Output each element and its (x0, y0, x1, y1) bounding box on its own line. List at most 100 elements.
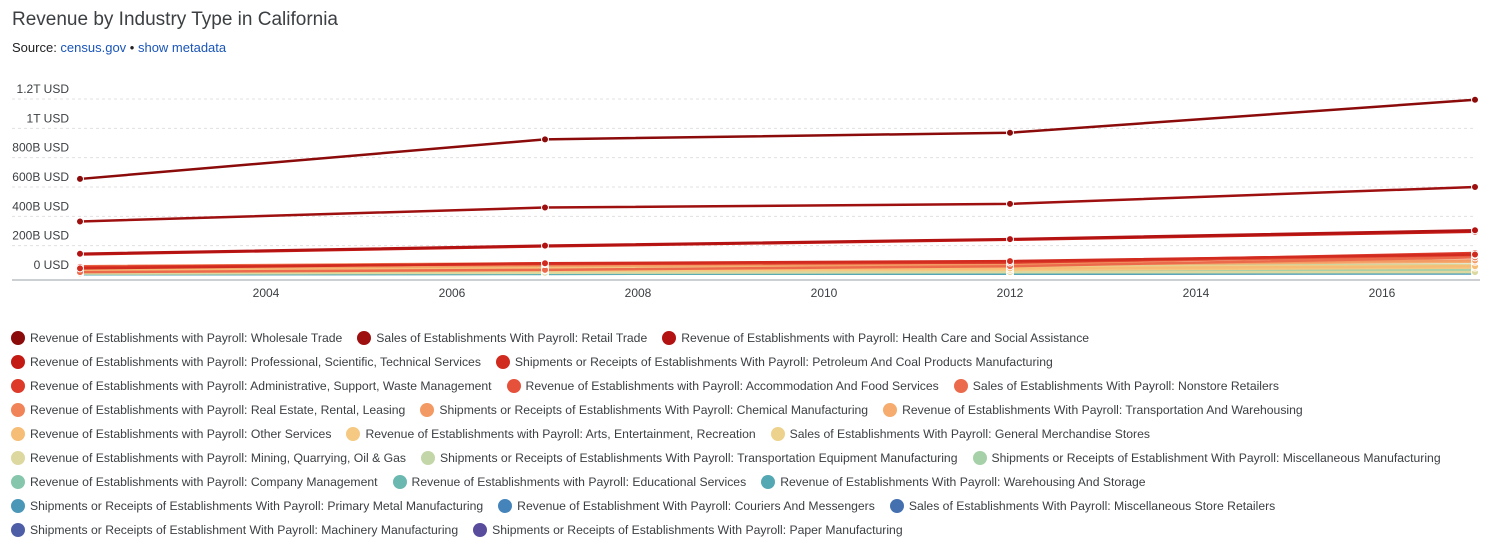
legend-label: Revenue of Establishments with Payroll: … (30, 403, 406, 417)
legend-label: Revenue of Establishments with Payroll: … (365, 427, 756, 441)
legend-swatch (953, 379, 968, 393)
legend-item[interactable]: Sales of Establishments With Payroll: Ge… (770, 427, 1150, 441)
data-point[interactable] (76, 249, 84, 258)
legend-label: Revenue of Establishments With Payroll: … (902, 403, 1303, 417)
legend-item[interactable]: Revenue of Establishments with Payroll: … (11, 451, 406, 465)
legend-swatch (972, 451, 987, 465)
legend-label: Revenue of Establishments With Payroll: … (780, 475, 1146, 489)
legend-label: Revenue of Establishment With Payroll: C… (517, 499, 875, 513)
y-tick-label: 800B USD (12, 141, 69, 155)
data-point[interactable] (541, 203, 549, 212)
legend-row: Revenue of Establishments with Payroll: … (11, 446, 1481, 470)
legend-label: Revenue of Establishments with Payroll: … (30, 355, 481, 369)
legend-item[interactable]: Revenue of Establishments with Payroll: … (392, 475, 746, 489)
legend-item[interactable]: Sales of Establishments With Payroll: Mi… (889, 499, 1275, 513)
legend-label: Revenue of Establishments with Payroll: … (525, 379, 939, 393)
legend-item[interactable]: Revenue of Establishments with Payroll: … (11, 331, 342, 345)
legend-item[interactable]: Revenue of Establishments With Payroll: … (761, 475, 1146, 489)
y-tick-label: 200B USD (12, 229, 69, 243)
legend: Revenue of Establishments with Payroll: … (11, 326, 1481, 542)
legend-label: Revenue of Establishments with Payroll: … (30, 427, 332, 441)
legend-item[interactable]: Revenue of Establishments with Payroll: … (11, 403, 405, 417)
legend-label: Shipments or Receipts of Establishments … (514, 355, 1053, 369)
legend-label: Revenue of Establishments with Payroll: … (30, 379, 492, 393)
legend-label: Shipments or Receipts of Establishments … (492, 523, 903, 537)
legend-swatch (357, 331, 372, 345)
legend-swatch (498, 499, 513, 513)
series-line[interactable] (79, 98, 1476, 181)
legend-row: Shipments or Receipts of Establishment W… (11, 518, 1481, 542)
legend-item[interactable]: Revenue of Establishment With Payroll: C… (498, 499, 875, 513)
legend-item[interactable]: Revenue of Establishments with Payroll: … (506, 379, 939, 393)
legend-item[interactable]: Revenue of Establishments with Payroll: … (11, 355, 481, 369)
legend-label: Revenue of Establishments with Payroll: … (30, 451, 406, 465)
chart-title: Revenue by Industry Type in California (12, 9, 338, 30)
legend-item[interactable]: Revenue of Establishments With Payroll: … (883, 403, 1303, 417)
x-tick-label: 2014 (1183, 286, 1210, 300)
source-link[interactable]: census.gov (60, 40, 127, 55)
series-line[interactable] (79, 185, 1476, 223)
legend-swatch (11, 403, 25, 417)
data-point[interactable] (1471, 250, 1479, 259)
series-line[interactable] (79, 229, 1476, 255)
data-point[interactable] (1471, 183, 1479, 191)
legend-label: Shipments or Receipts of Establishments … (439, 403, 869, 417)
legend-swatch (11, 523, 25, 537)
legend-swatch (11, 475, 25, 489)
legend-row: Revenue of Establishments with Payroll: … (11, 374, 1481, 398)
legend-item[interactable]: Revenue of Establishments with Payroll: … (11, 475, 378, 489)
data-point[interactable] (1006, 257, 1014, 266)
legend-row: Revenue of Establishments with Payroll: … (11, 350, 1481, 374)
legend-swatch (420, 403, 435, 417)
legend-swatch (11, 451, 25, 465)
legend-item[interactable]: Shipments or Receipts of Establishments … (420, 451, 958, 465)
legend-row: Revenue of Establishments with Payroll: … (11, 398, 1481, 422)
data-point[interactable] (1006, 128, 1014, 137)
source-prefix: Source: (12, 40, 61, 55)
legend-item[interactable]: Sales of Establishments With Payroll: Re… (357, 331, 647, 345)
legend-item[interactable]: Revenue of Establishments with Payroll: … (11, 379, 492, 393)
legend-item[interactable]: Shipments or Receipts of Establishment W… (11, 523, 458, 537)
legend-label: Shipments or Receipts of Establishments … (30, 499, 484, 513)
legend-item[interactable]: Revenue of Establishments with Payroll: … (11, 427, 331, 441)
legend-row: Revenue of Establishments with Payroll: … (11, 470, 1481, 494)
x-tick-label: 2012 (997, 286, 1024, 300)
series-line[interactable] (79, 256, 1476, 274)
data-point[interactable] (1006, 235, 1014, 244)
legend-item[interactable]: Shipments or Receipts of Establishment W… (972, 451, 1441, 465)
show-metadata-link[interactable]: show metadata (137, 40, 227, 55)
legend-swatch (11, 331, 25, 345)
legend-item[interactable]: Revenue of Establishments with Payroll: … (662, 331, 1089, 345)
legend-swatch (770, 427, 785, 441)
data-point[interactable] (541, 259, 549, 268)
legend-item[interactable]: Shipments or Receipts of Establishments … (473, 523, 903, 537)
legend-row: Revenue of Establishments with Payroll: … (11, 326, 1481, 350)
source-line: Source: census.gov • show metadata (12, 40, 226, 55)
legend-item[interactable]: Shipments or Receipts of Establishments … (420, 403, 868, 417)
data-point[interactable] (1471, 95, 1479, 104)
legend-label: Shipments or Receipts of Establishment W… (30, 523, 459, 537)
legend-item[interactable]: Sales of Establishments With Payroll: No… (953, 379, 1279, 393)
legend-swatch (495, 355, 510, 369)
data-point[interactable] (541, 241, 549, 250)
data-point[interactable] (1006, 199, 1014, 208)
legend-item[interactable]: Revenue of Establishments with Payroll: … (346, 427, 756, 441)
data-point[interactable] (1471, 226, 1479, 235)
legend-swatch (11, 379, 25, 393)
data-point[interactable] (541, 135, 549, 144)
legend-swatch (883, 403, 898, 417)
data-point[interactable] (76, 264, 84, 273)
series-line[interactable] (79, 270, 1475, 275)
legend-swatch (11, 427, 25, 441)
data-point[interactable] (76, 217, 84, 226)
legend-item[interactable]: Shipments or Receipts of Establishments … (11, 499, 483, 513)
series-line[interactable] (79, 253, 1476, 270)
x-tick-label: 2006 (439, 286, 466, 300)
series-lines (76, 95, 1479, 279)
legend-item[interactable]: Shipments or Receipts of Establishments … (495, 355, 1053, 369)
x-tick-label: 2008 (625, 286, 652, 300)
legend-swatch (473, 523, 488, 537)
legend-swatch (346, 427, 361, 441)
y-tick-label: 0 USD (34, 258, 70, 272)
data-point[interactable] (76, 174, 84, 183)
